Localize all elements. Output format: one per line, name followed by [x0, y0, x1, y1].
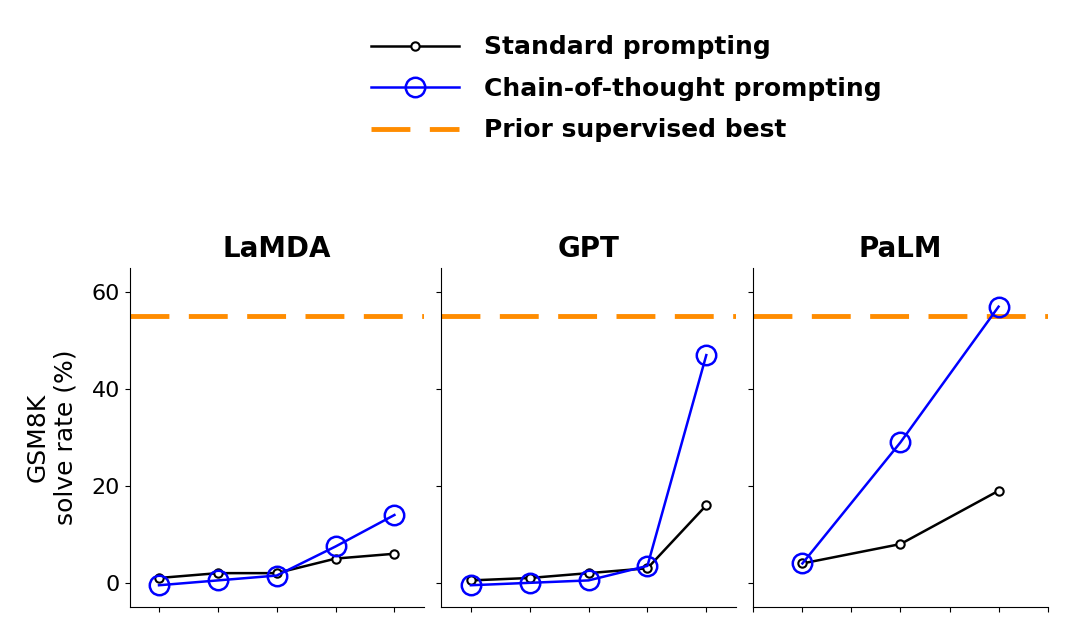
Title: PaLM: PaLM — [859, 235, 942, 263]
Legend: Standard prompting, Chain-of-thought prompting, Prior supervised best: Standard prompting, Chain-of-thought pro… — [362, 26, 891, 152]
Title: LaMDA: LaMDA — [222, 235, 330, 263]
Title: GPT: GPT — [557, 235, 620, 263]
Y-axis label: GSM8K
solve rate (%): GSM8K solve rate (%) — [26, 350, 78, 525]
